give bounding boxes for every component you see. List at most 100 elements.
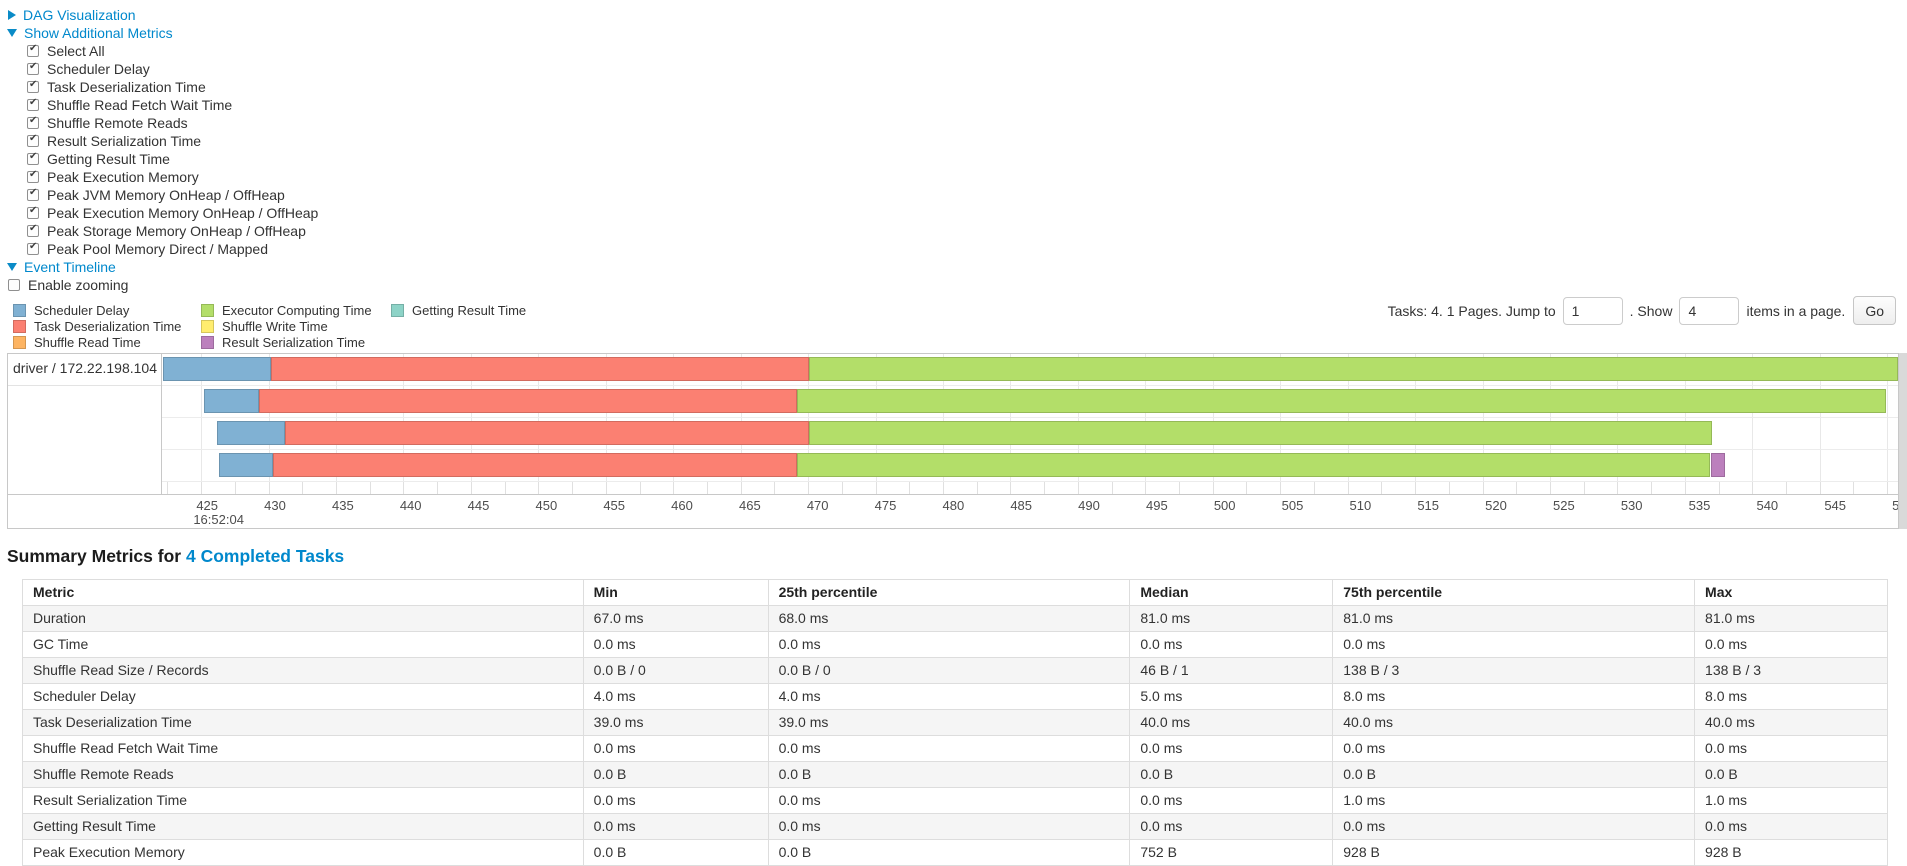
- summary-metrics-title: Summary Metrics for 4 Completed Tasks: [7, 546, 1907, 567]
- summary-col-header: 25th percentile: [767, 579, 1131, 606]
- timeline-controls: DAG Visualization Show Additional Metric…: [7, 6, 1907, 294]
- summary-cell: 0.0 B: [582, 761, 769, 788]
- task-bar-scheduler-delay[interactable]: [218, 453, 273, 477]
- axis-tick-label: 425: [196, 498, 219, 513]
- axis-tick-label: 520: [1485, 498, 1507, 513]
- task-pagination: Tasks: 4. 1 Pages. Jump to . Show items …: [1388, 296, 1896, 325]
- metric-checkbox-row: Peak Storage Memory OnHeap / OffHeap: [7, 222, 1907, 240]
- axis-minor-tick: [1111, 482, 1113, 494]
- summary-cell: 0.0 ms: [1332, 813, 1696, 840]
- summary-cell: 0.0 B: [1332, 761, 1696, 788]
- axis-tick-label: 445: [467, 498, 490, 513]
- summary-cell: 0.0 ms: [767, 813, 1131, 840]
- metric-checkbox[interactable]: [27, 169, 39, 183]
- summary-cell: 8.0 ms: [1694, 683, 1888, 710]
- summary-cell: 0.0 B: [1129, 761, 1334, 788]
- axis-minor-tick: [942, 482, 944, 494]
- axis-minor-tick: [1853, 482, 1855, 494]
- pagination-show-label: . Show: [1629, 302, 1673, 319]
- metric-checkbox[interactable]: [27, 187, 39, 201]
- enable-zooming-checkbox[interactable]: [8, 279, 20, 291]
- axis-tick-label: 490: [1078, 498, 1100, 513]
- table-row: Shuffle Read Size / Records 0.0 B / 0 0.0 …: [22, 657, 1888, 684]
- table-row: Peak Execution Memory 0.0 B 0.0 B 752 B 928 …: [22, 839, 1888, 866]
- metric-checkbox[interactable]: [27, 97, 39, 111]
- metric-name-cell: GC Time: [22, 631, 584, 658]
- summary-cell: 0.0 B: [1694, 761, 1888, 788]
- task-bar-scheduler-delay[interactable]: [203, 389, 260, 413]
- summary-cell: 0.0 B / 0: [582, 657, 769, 684]
- axis-minor-tick: [1516, 482, 1518, 494]
- task-bar-scheduler-delay[interactable]: [217, 421, 285, 445]
- axis-minor-tick: [1651, 482, 1653, 494]
- axis-minor-tick: [504, 482, 506, 494]
- task-bar-executor-computing[interactable]: [797, 453, 1711, 477]
- metric-checkbox-label: Task Deserialization Time: [47, 79, 206, 95]
- axis-base-time-label: 16:52:04: [193, 512, 244, 527]
- metric-name-cell: Getting Result Time: [22, 813, 584, 840]
- summary-cell: 0.0 ms: [767, 787, 1131, 814]
- axis-minor-tick: [976, 482, 978, 494]
- show-additional-metrics-toggle[interactable]: Show Additional Metrics: [7, 25, 173, 41]
- metric-checkbox[interactable]: [27, 61, 39, 75]
- metric-checkbox[interactable]: [27, 241, 39, 255]
- metric-checkbox[interactable]: [27, 115, 39, 129]
- items-per-page-input[interactable]: [1679, 296, 1740, 325]
- metric-checkbox-label: Select All: [47, 43, 105, 59]
- legend-entry: Executor Computing Time: [201, 302, 391, 318]
- metric-checkbox-row: Select All: [7, 42, 1907, 60]
- metric-checkbox-row: Peak Pool Memory Direct / Mapped: [7, 240, 1907, 258]
- metric-checkbox-row: Shuffle Remote Reads: [7, 114, 1907, 132]
- axis-minor-tick: [538, 482, 540, 494]
- timeline-axis: 425 430 435 440 445 450 455 460 465 470 475 480 485 4…: [8, 494, 1898, 528]
- metric-checkbox[interactable]: [27, 79, 39, 93]
- metric-checkbox[interactable]: [27, 205, 39, 219]
- summary-cell: 0.0 ms: [1694, 735, 1888, 762]
- completed-tasks-link[interactable]: 4 Completed Tasks: [185, 546, 345, 566]
- go-button[interactable]: Go: [1853, 296, 1896, 325]
- metric-checkbox[interactable]: [27, 223, 39, 237]
- task-bar-executor-computing[interactable]: [797, 389, 1886, 413]
- metric-checkbox[interactable]: [27, 43, 39, 57]
- axis-tick-label: 475: [874, 498, 897, 513]
- task-bar-scheduler-delay[interactable]: [163, 357, 272, 381]
- timeline-gridline: [1887, 354, 1889, 494]
- axis-minor-tick: [605, 482, 607, 494]
- task-bar-task-deserialization[interactable]: [284, 421, 810, 445]
- task-bar-task-deserialization[interactable]: [272, 453, 798, 477]
- summary-cell: 0.0 B: [582, 839, 769, 866]
- axis-minor-tick: [1549, 482, 1551, 494]
- axis-tick-label: 550: [1892, 498, 1898, 513]
- axis-minor-tick: [1246, 482, 1248, 494]
- event-timeline-toggle[interactable]: Event Timeline: [7, 259, 116, 275]
- summary-cell: 0.0 ms: [1694, 631, 1888, 658]
- metric-checkbox-row: Result Serialization Time: [7, 132, 1907, 150]
- metric-checkbox[interactable]: [27, 151, 39, 165]
- vertical-scrollbar[interactable]: [1899, 353, 1907, 529]
- task-bar-task-deserialization[interactable]: [271, 357, 810, 381]
- timeline-gridline: [1819, 354, 1821, 494]
- metric-checkbox-row: Task Deserialization Time: [7, 78, 1907, 96]
- metric-name-cell: Scheduler Delay: [22, 683, 584, 710]
- task-bar-result-serialization[interactable]: [1710, 453, 1726, 477]
- summary-col-header: Min: [582, 579, 769, 606]
- task-bar-executor-computing[interactable]: [809, 357, 1898, 381]
- metric-checkbox[interactable]: [27, 133, 39, 147]
- axis-tick-label: 480: [942, 498, 965, 513]
- event-timeline-chart: driver / 172.22.198.104 425 430 435 440 445 4…: [7, 353, 1907, 529]
- table-header-row: Metric Min 25th percentile Median 75th perce…: [22, 579, 1888, 606]
- task-bar-task-deserialization[interactable]: [259, 389, 798, 413]
- axis-minor-tick: [909, 482, 911, 494]
- metric-name-cell: Peak Execution Memory: [22, 839, 584, 866]
- task-bar-executor-computing[interactable]: [809, 421, 1712, 445]
- dag-visualization-toggle[interactable]: DAG Visualization: [7, 7, 136, 23]
- summary-cell: 138 B / 3: [1694, 657, 1888, 684]
- axis-minor-tick: [639, 482, 641, 494]
- dag-visualization-label: DAG Visualization: [23, 7, 136, 23]
- legend-entry: Result Serialization Time: [201, 334, 391, 350]
- timeline-gridline: [1752, 354, 1754, 494]
- caret-right-icon: [8, 10, 16, 20]
- jump-to-page-input[interactable]: [1562, 296, 1623, 325]
- axis-minor-tick: [470, 482, 472, 494]
- summary-cell: 46 B / 1: [1129, 657, 1334, 684]
